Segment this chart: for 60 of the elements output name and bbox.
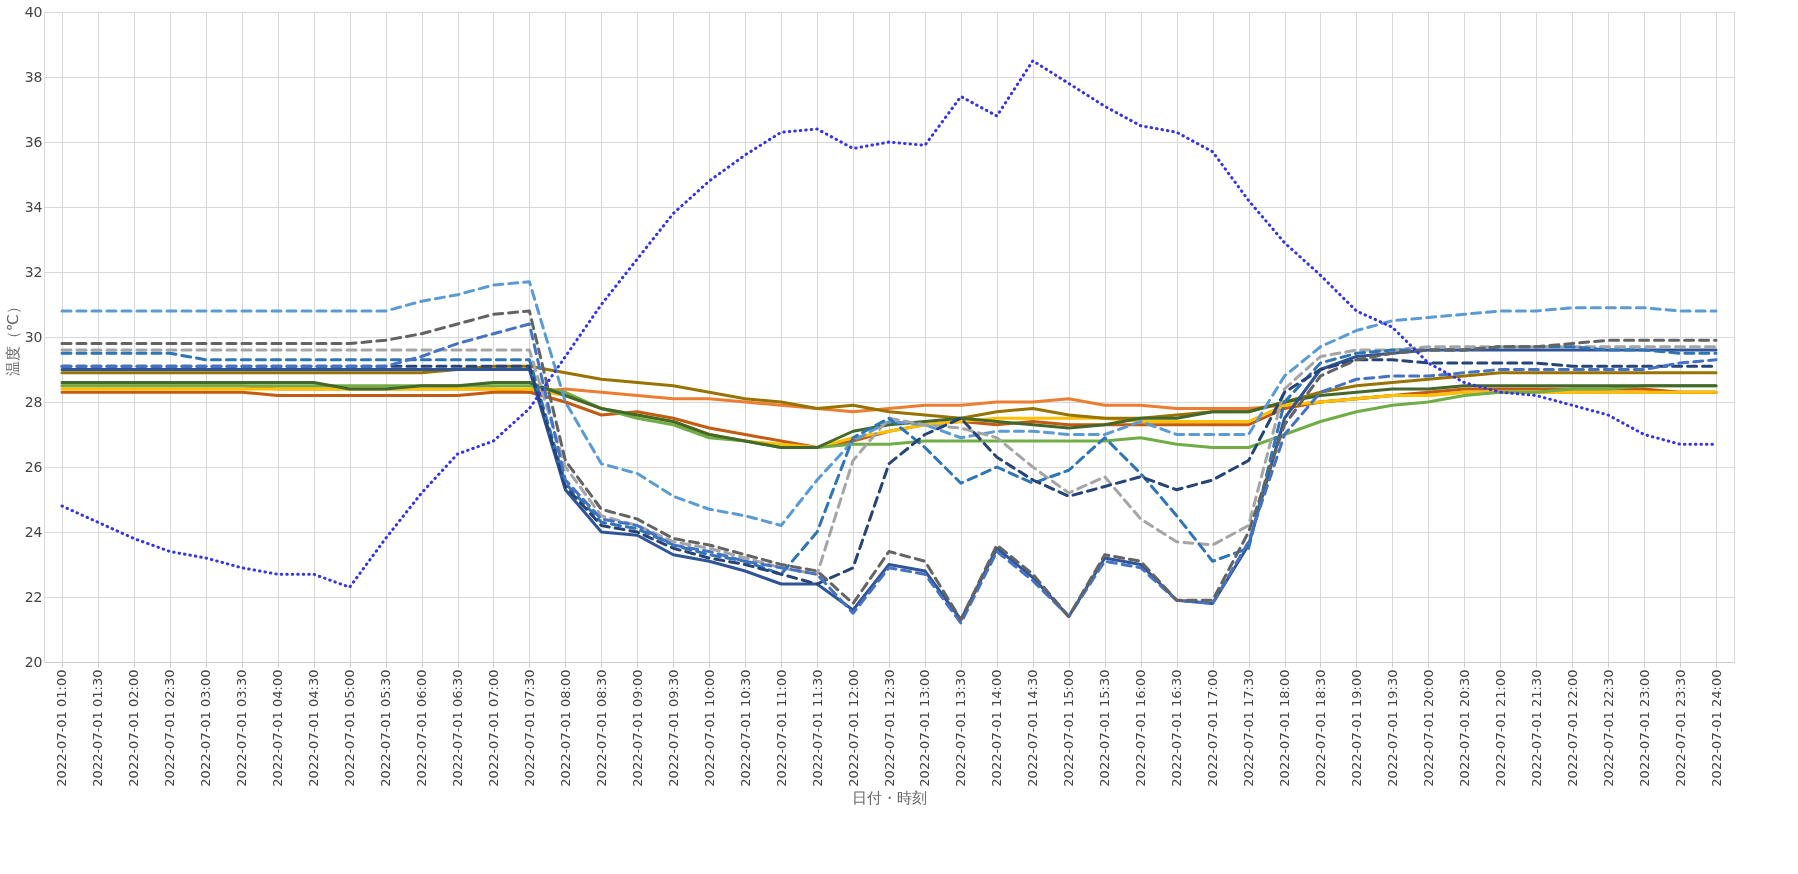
x-tick-label: 2022-07-01 01:00 xyxy=(54,669,70,787)
x-tick-label: 2022-07-01 03:30 xyxy=(234,669,250,787)
y-tick-label: 40 xyxy=(24,3,43,20)
x-tick-label: 2022-07-01 08:00 xyxy=(557,669,573,787)
x-tick-label: 2022-07-01 02:00 xyxy=(126,669,142,787)
x-tick-label: 2022-07-01 22:00 xyxy=(1564,669,1580,787)
x-tick-label: 2022-07-01 23:00 xyxy=(1636,669,1652,787)
x-tick-label: 2022-07-01 06:30 xyxy=(450,669,466,787)
x-tick-label: 2022-07-01 20:30 xyxy=(1456,669,1472,787)
y-tick-label: 36 xyxy=(24,133,43,150)
y-tick-label: 38 xyxy=(24,68,43,85)
x-tick-label: 2022-07-01 16:30 xyxy=(1169,669,1185,787)
x-tick-label: 2022-07-01 17:30 xyxy=(1241,669,1257,787)
x-tick-label: 2022-07-01 06:00 xyxy=(414,669,430,787)
x-tick-label: 2022-07-01 24:00 xyxy=(1708,669,1724,787)
x-tick-label: 2022-07-01 08:30 xyxy=(593,669,609,787)
x-tick-label: 2022-07-01 03:00 xyxy=(198,669,214,787)
y-tick-label: 28 xyxy=(24,393,43,410)
x-tick-label: 2022-07-01 18:00 xyxy=(1277,669,1293,787)
x-tick-label: 2022-07-01 11:00 xyxy=(773,669,789,787)
x-tick-label: 2022-07-01 12:00 xyxy=(845,669,861,787)
x-tick-label: 2022-07-01 13:30 xyxy=(953,669,969,787)
x-tick-label: 2022-07-01 17:00 xyxy=(1205,669,1221,787)
x-tick-label: 2022-07-01 11:30 xyxy=(809,669,825,787)
x-tick-label: 2022-07-01 01:30 xyxy=(90,669,106,787)
y-tick-label: 30 xyxy=(24,328,43,345)
x-tick-label: 2022-07-01 15:30 xyxy=(1097,669,1113,787)
x-tick-label: 2022-07-01 21:00 xyxy=(1492,669,1508,787)
x-tick-label: 2022-07-01 19:00 xyxy=(1348,669,1364,787)
x-tick-label: 2022-07-01 05:30 xyxy=(378,669,394,787)
x-tick-label: 2022-07-01 04:00 xyxy=(270,669,286,787)
y-tick-label: 34 xyxy=(24,198,43,215)
x-tick-label: 2022-07-01 02:30 xyxy=(162,669,178,787)
x-tick-label: 2022-07-01 13:00 xyxy=(917,669,933,787)
y-tick-label: 26 xyxy=(24,458,43,475)
x-tick-label: 2022-07-01 09:30 xyxy=(665,669,681,787)
y-tick-label: 24 xyxy=(24,523,43,540)
x-tick-label: 2022-07-01 10:30 xyxy=(737,669,753,787)
x-tick-label: 2022-07-01 07:30 xyxy=(521,669,537,787)
y-tick-label: 20 xyxy=(24,653,43,670)
x-tick-label: 2022-07-01 16:00 xyxy=(1133,669,1149,787)
x-tick-label: 2022-07-01 12:30 xyxy=(881,669,897,787)
y-axis-title: 温度（℃） xyxy=(3,299,22,376)
x-tick-label: 2022-07-01 14:00 xyxy=(989,669,1005,787)
x-tick-label: 2022-07-01 09:00 xyxy=(629,669,645,787)
x-tick-label: 2022-07-01 19:30 xyxy=(1384,669,1400,787)
x-tick-label: 2022-07-01 23:30 xyxy=(1672,669,1688,787)
x-tick-label: 2022-07-01 22:30 xyxy=(1600,669,1616,787)
x-tick-label: 2022-07-01 14:30 xyxy=(1025,669,1041,787)
x-tick-label: 2022-07-01 10:00 xyxy=(701,669,717,787)
x-axis-title: 日付・時刻 xyxy=(852,788,927,807)
x-tick-label: 2022-07-01 04:30 xyxy=(306,669,322,787)
x-tick-label: 2022-07-01 15:00 xyxy=(1061,669,1077,787)
y-tick-label: 22 xyxy=(24,588,43,605)
x-tick-label: 2022-07-01 05:00 xyxy=(342,669,358,787)
x-tick-label: 2022-07-01 18:30 xyxy=(1312,669,1328,787)
x-tick-label: 2022-07-01 21:30 xyxy=(1528,669,1544,787)
x-tick-label: 2022-07-01 07:00 xyxy=(485,669,501,787)
x-tick-label: 2022-07-01 20:00 xyxy=(1420,669,1436,787)
y-tick-label: 32 xyxy=(24,263,43,280)
